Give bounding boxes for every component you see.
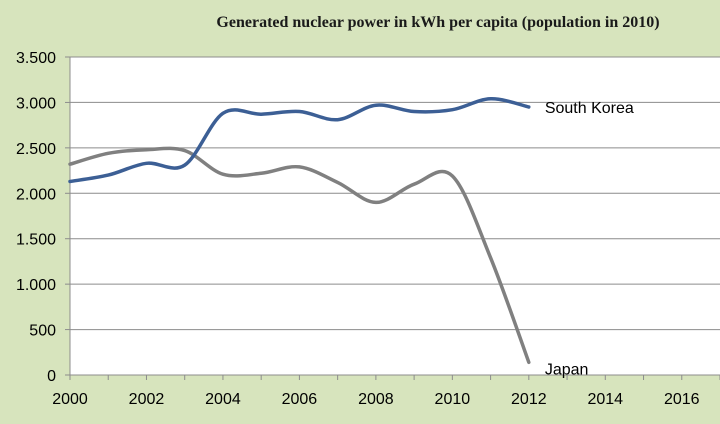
series-labels: Japan South Korea — [545, 100, 634, 378]
x-tick-label: 2006 — [282, 391, 318, 408]
y-tick-label: 1.000 — [16, 277, 56, 294]
y-axis-ticks: 0 500 1.000 1.500 2.000 2.500 3.000 3.500 — [16, 50, 56, 385]
plot-area — [70, 57, 720, 375]
gridlines — [70, 56, 720, 331]
x-tick-label: 2016 — [664, 391, 700, 408]
series-line-japan — [68, 146, 531, 365]
y-tick-label: 3.500 — [16, 50, 56, 67]
x-tick-label: 2008 — [358, 391, 394, 408]
y-tick-label: 2.000 — [16, 186, 56, 203]
y-tick-label: 0 — [47, 368, 56, 385]
x-tick-label: 2014 — [587, 391, 623, 408]
y-tick-label: 500 — [29, 323, 56, 340]
y-tick-label: 3.000 — [16, 95, 56, 112]
x-tick-label: 2010 — [435, 391, 471, 408]
series-label-japan: Japan — [545, 361, 589, 378]
x-tick-label: 2004 — [205, 391, 241, 408]
series-line-south-korea — [68, 97, 531, 184]
y-tick-label: 1.500 — [16, 232, 56, 249]
x-tick-label: 2000 — [52, 391, 88, 408]
x-tick-label: 2012 — [511, 391, 547, 408]
y-tick-label: 2.500 — [16, 141, 56, 158]
x-tick-label: 2002 — [129, 391, 165, 408]
x-axis-ticks: 2000 2002 2004 2006 2008 2010 2012 2014 2016 — [52, 391, 699, 408]
axes — [65, 56, 720, 380]
series-label-south-korea: South Korea — [545, 100, 634, 117]
chart-title: Generated nuclear power in kWh per capit… — [216, 14, 659, 31]
series-lines — [68, 97, 531, 365]
